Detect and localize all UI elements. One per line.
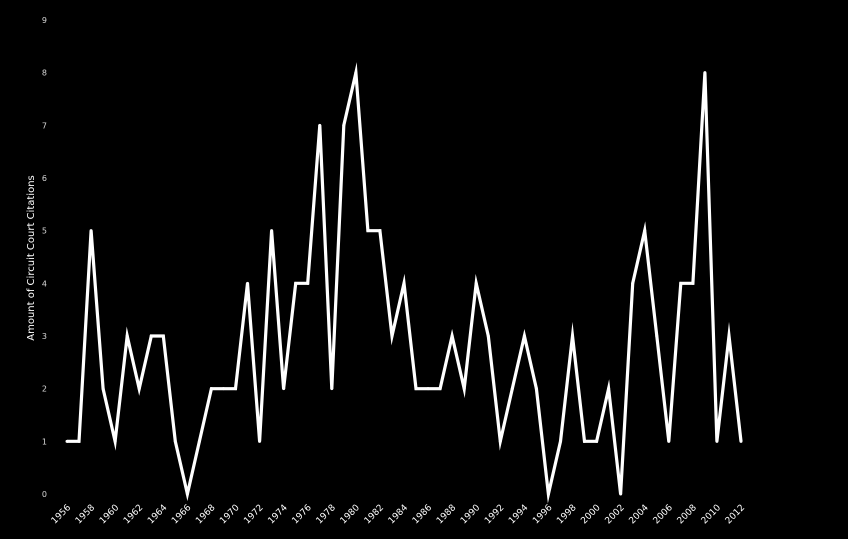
data-point [137, 387, 141, 391]
y-tick-label: 5 [42, 227, 47, 236]
data-point [474, 281, 478, 285]
y-tick-label: 2 [42, 385, 47, 394]
data-point [77, 439, 81, 443]
data-point [173, 439, 177, 443]
data-point [390, 334, 394, 338]
data-point [65, 439, 69, 443]
y-tick-label: 8 [42, 69, 47, 78]
y-tick-label: 9 [42, 16, 47, 25]
data-point [258, 439, 262, 443]
y-tick-label: 6 [42, 174, 47, 183]
data-point [221, 387, 225, 391]
data-point [270, 229, 274, 233]
data-point [330, 387, 334, 391]
data-point [643, 229, 647, 233]
data-point [558, 439, 562, 443]
y-axis-ticks: 0 1 2 3 4 5 6 7 8 9 [42, 16, 47, 499]
data-point [101, 387, 105, 391]
data-point [679, 281, 683, 285]
series-layer [65, 62, 743, 504]
data-point [294, 281, 298, 285]
data-point [703, 71, 707, 75]
y-tick-label: 1 [42, 437, 47, 446]
data-point [354, 71, 358, 75]
y-tick-label: 3 [42, 332, 47, 341]
data-point [125, 334, 129, 338]
data-point [450, 334, 454, 338]
data-point [546, 492, 550, 496]
data-point [619, 492, 623, 496]
data-point [161, 334, 165, 338]
data-point [571, 334, 574, 338]
data-point [378, 229, 382, 233]
data-point [631, 281, 635, 285]
data-point [366, 229, 370, 233]
data-point [426, 387, 430, 391]
data-point [510, 387, 514, 391]
data-point [727, 334, 731, 338]
data-point [667, 439, 671, 443]
y-axis-title: Amount of Circuit Court Citations [26, 175, 37, 340]
data-point [691, 281, 695, 285]
data-point [402, 281, 406, 285]
data-point [246, 281, 250, 285]
data-point [595, 439, 599, 443]
data-point [318, 123, 322, 127]
data-point [522, 334, 526, 338]
y-tick-label: 4 [42, 279, 47, 288]
data-point [715, 439, 719, 443]
data-point [306, 281, 310, 285]
data-point [498, 439, 502, 443]
data-point [197, 439, 201, 443]
data-point [89, 229, 93, 233]
data-point [414, 387, 418, 391]
y-tick-label: 7 [42, 121, 47, 130]
data-point [607, 387, 611, 391]
data-point [534, 387, 538, 391]
data-point [462, 387, 466, 391]
data-point [583, 439, 587, 443]
data-point [209, 387, 213, 391]
data-point [342, 123, 346, 127]
data-point [438, 387, 442, 391]
y-tick-label: 0 [42, 490, 47, 499]
data-point [149, 334, 153, 338]
data-point [739, 439, 743, 443]
data-point [486, 334, 490, 338]
data-point [113, 439, 117, 443]
data-point [234, 387, 237, 391]
data-point [185, 492, 189, 496]
data-point [655, 334, 659, 338]
data-point [282, 387, 286, 391]
